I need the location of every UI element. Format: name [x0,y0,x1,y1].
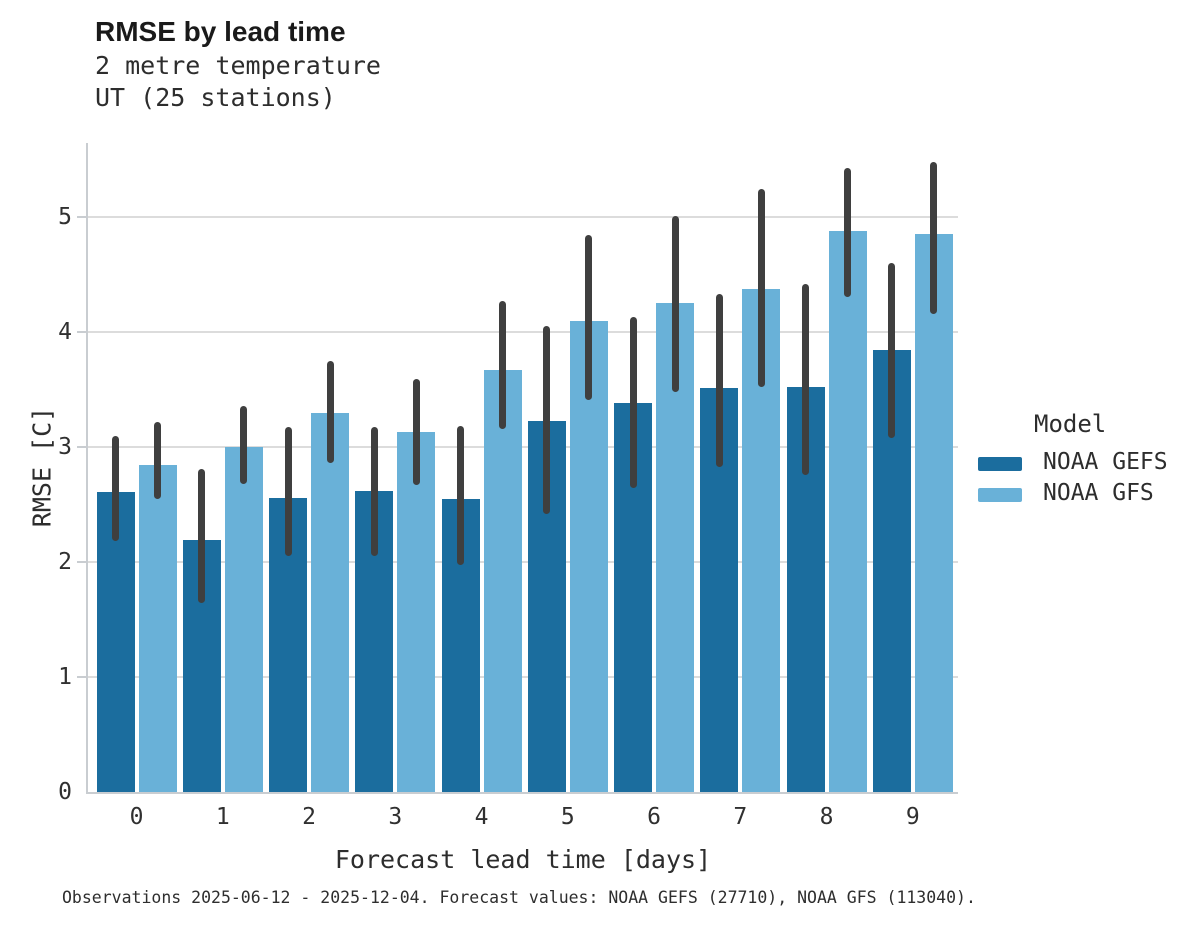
gridline-y-2 [88,561,958,563]
chart-title: RMSE by lead time [95,16,346,47]
legend-title: Model [1034,410,1107,438]
x-tick-label-4: 4 [474,804,489,830]
y-tick-label-5: 5 [58,204,72,230]
errorbar-noaa-gfs-5 [585,235,593,400]
bar-noaa-gfs-3 [397,432,436,792]
bar-noaa-gfs-0 [138,465,177,792]
y-tick-label-1: 1 [58,664,72,690]
y-tick-label-2: 2 [58,549,72,575]
errorbar-noaa-gefs-2 [284,427,292,557]
errorbar-noaa-gefs-5 [543,326,551,514]
errorbar-noaa-gefs-4 [457,426,464,566]
errorbar-noaa-gefs-6 [629,317,637,489]
legend-swatch-noaa-gfs [978,488,1022,502]
chart-subtitle-variable: 2 metre temperature [95,51,381,80]
legend-label-noaa-gfs: NOAA GFS [1043,480,1154,506]
errorbar-noaa-gfs-6 [671,215,679,392]
y-tick-4 [77,331,86,333]
y-tick-3 [77,446,86,448]
x-tick-label-9: 9 [905,804,920,830]
x-tick-label-2: 2 [302,804,316,830]
gridline-y-4 [88,331,958,333]
errorbar-noaa-gefs-0 [112,435,119,542]
bar-noaa-gfs-1 [224,447,263,792]
x-tick-label-0: 0 [129,804,144,830]
gridline-y-1 [88,676,958,678]
legend-label-noaa-gefs: NOAA GEFS [1043,449,1168,475]
errorbar-noaa-gefs-1 [198,468,206,604]
y-tick-label-3: 3 [58,434,72,460]
y-tick-2 [77,561,86,563]
gridline-y-5 [88,216,958,218]
footer-caption: Observations 2025-06-12 - 2025-12-04. Fo… [62,888,976,907]
x-tick-label-3: 3 [388,804,403,830]
x-tick-label-1: 1 [215,804,230,830]
x-tick-label-6: 6 [647,804,661,830]
bar-noaa-gfs-4 [483,369,522,792]
bar-noaa-gefs-0 [96,491,135,792]
bar-noaa-gfs-8 [828,230,867,792]
errorbar-noaa-gfs-4 [499,300,506,429]
errorbar-noaa-gfs-3 [412,379,420,485]
errorbar-noaa-gefs-7 [715,294,723,467]
errorbar-noaa-gfs-0 [154,421,161,499]
x-tick-label-8: 8 [819,804,834,830]
legend-swatch-noaa-gefs [978,457,1022,471]
errorbar-noaa-gfs-2 [326,360,334,464]
y-tick-5 [77,216,86,218]
errorbar-noaa-gfs-8 [844,167,851,298]
gridline-y-3 [88,446,958,448]
y-tick-1 [77,676,86,678]
x-axis-spine [86,792,958,794]
errorbar-noaa-gfs-1 [240,405,248,484]
y-axis-spine [86,143,88,794]
x-tick-label-5: 5 [560,804,575,830]
y-tick-label-0: 0 [58,779,72,805]
errorbar-noaa-gefs-9 [888,263,896,438]
errorbar-noaa-gfs-9 [930,161,938,314]
chart-subtitle-region: UT (25 stations) [95,83,336,112]
errorbar-noaa-gfs-7 [757,189,765,388]
x-axis-title: Forecast lead time [days] [334,845,712,874]
y-axis-title: RMSE [C] [27,406,57,528]
bar-noaa-gfs-9 [914,234,953,792]
errorbar-noaa-gefs-8 [802,283,809,475]
y-tick-label-4: 4 [58,319,72,345]
plot-area: 0 1 2 3 4 5 0 1 2 3 4 5 6 7 8 9 [58,143,958,830]
errorbar-noaa-gefs-3 [370,427,378,557]
bar-noaa-gfs-2 [311,412,349,792]
x-tick-label-7: 7 [733,804,748,830]
